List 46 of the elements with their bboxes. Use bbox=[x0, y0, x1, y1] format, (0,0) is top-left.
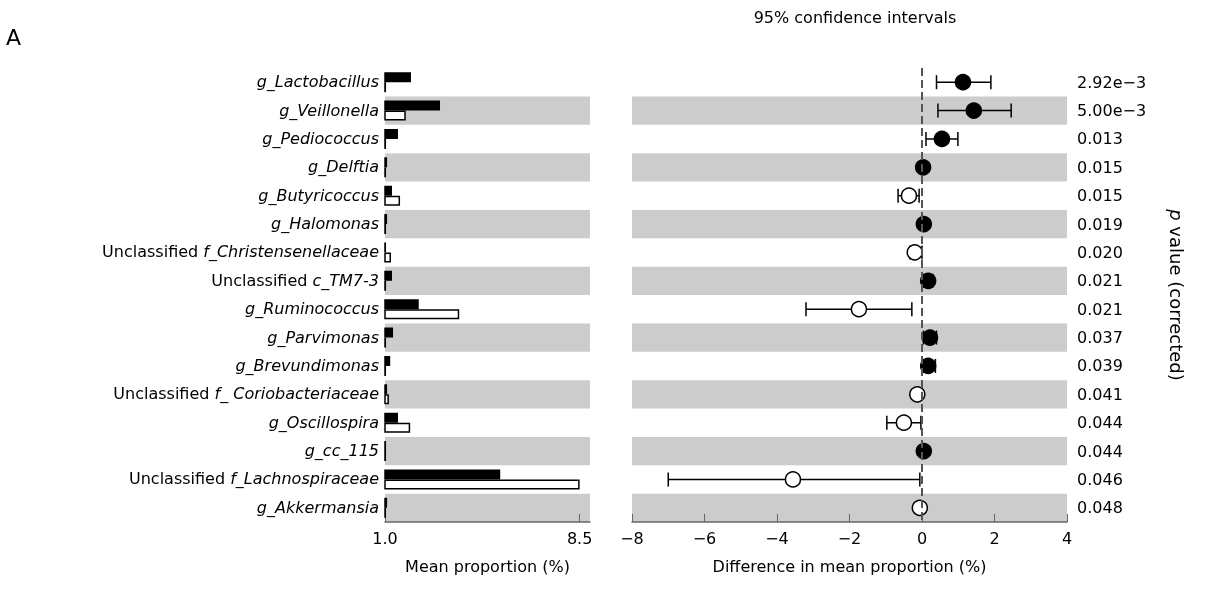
y2-tick-label: 0.021 bbox=[1077, 299, 1123, 319]
y-tick-label: g_Oscillospira bbox=[268, 412, 379, 432]
y2-tick-label: 0.015 bbox=[1077, 157, 1123, 177]
y2-tick-label: 0.048 bbox=[1077, 498, 1123, 518]
y2-tick-label: 0.037 bbox=[1077, 328, 1123, 348]
y-tick-label: Unclassified c_TM7-3 bbox=[211, 270, 379, 290]
y2-tick-label: 0.046 bbox=[1077, 469, 1123, 489]
y2-tick-label: 0.021 bbox=[1077, 271, 1123, 291]
y-tick-label: g_Brevundimonas bbox=[235, 355, 379, 375]
y2-tick-label: 0.041 bbox=[1077, 384, 1123, 404]
y-tick-label: Unclassified f_ Coriobacteriaceae bbox=[113, 384, 379, 404]
y-tick-label: g_Delftia bbox=[308, 157, 379, 177]
x-tick-label: −4 bbox=[765, 528, 789, 548]
x-axis-title: Difference in mean proportion (%) bbox=[712, 556, 987, 576]
x-tick-label: 2 bbox=[989, 528, 1000, 548]
y2-tick-label: 0.044 bbox=[1077, 441, 1123, 461]
y-tick-label: g_Parvimonas bbox=[267, 327, 379, 347]
y-tick-label: g_Lactobacillus bbox=[256, 72, 379, 92]
text: A bbox=[6, 24, 22, 50]
y2-tick-label: 0.013 bbox=[1077, 129, 1123, 149]
y2-tick-label: 2.92e−3 bbox=[1077, 72, 1147, 92]
x-tick-label: 1.0 bbox=[372, 528, 398, 548]
x-tick-label: 0 bbox=[916, 528, 928, 548]
y-tick-label: g_Ruminococcus bbox=[244, 299, 379, 319]
y2-tick-label: 0.039 bbox=[1077, 356, 1123, 376]
y-tick-label: Unclassified f_Lachnospiraceae bbox=[128, 469, 379, 489]
y-tick-label: g_cc_115 bbox=[304, 441, 379, 461]
y-tick-label: Unclassified f_Christensenellaceae bbox=[102, 242, 379, 262]
x-tick-label: −8 bbox=[620, 528, 644, 548]
y-tick-label: g_Veillonella bbox=[279, 100, 379, 120]
y-tick-label: g_Pediococcus bbox=[262, 128, 379, 148]
x-tick-label: 4 bbox=[1061, 528, 1073, 548]
y-tick-label: g_Halomonas bbox=[271, 214, 379, 234]
y2-axis-title: p value (corrected) bbox=[1165, 208, 1187, 381]
x-tick-label: −2 bbox=[837, 528, 862, 548]
y2-tick-label: 0.019 bbox=[1077, 214, 1123, 234]
y-tick-label: g_Butyricoccus bbox=[258, 185, 379, 205]
chart-title: 95% confidence intervals bbox=[753, 7, 957, 27]
y2-tick-label: 5.00e−3 bbox=[1077, 101, 1147, 121]
y-tick-label: g_Akkermansia bbox=[256, 497, 379, 517]
x-tick-label: −6 bbox=[692, 528, 717, 548]
y2-tick-label: 0.044 bbox=[1077, 413, 1123, 433]
x-tick-label: 8.5 bbox=[566, 528, 593, 548]
x-axis-title: Mean proportion (%) bbox=[405, 556, 570, 576]
y2-tick-label: 0.020 bbox=[1077, 242, 1123, 262]
y2-tick-label: 0.015 bbox=[1077, 186, 1123, 206]
